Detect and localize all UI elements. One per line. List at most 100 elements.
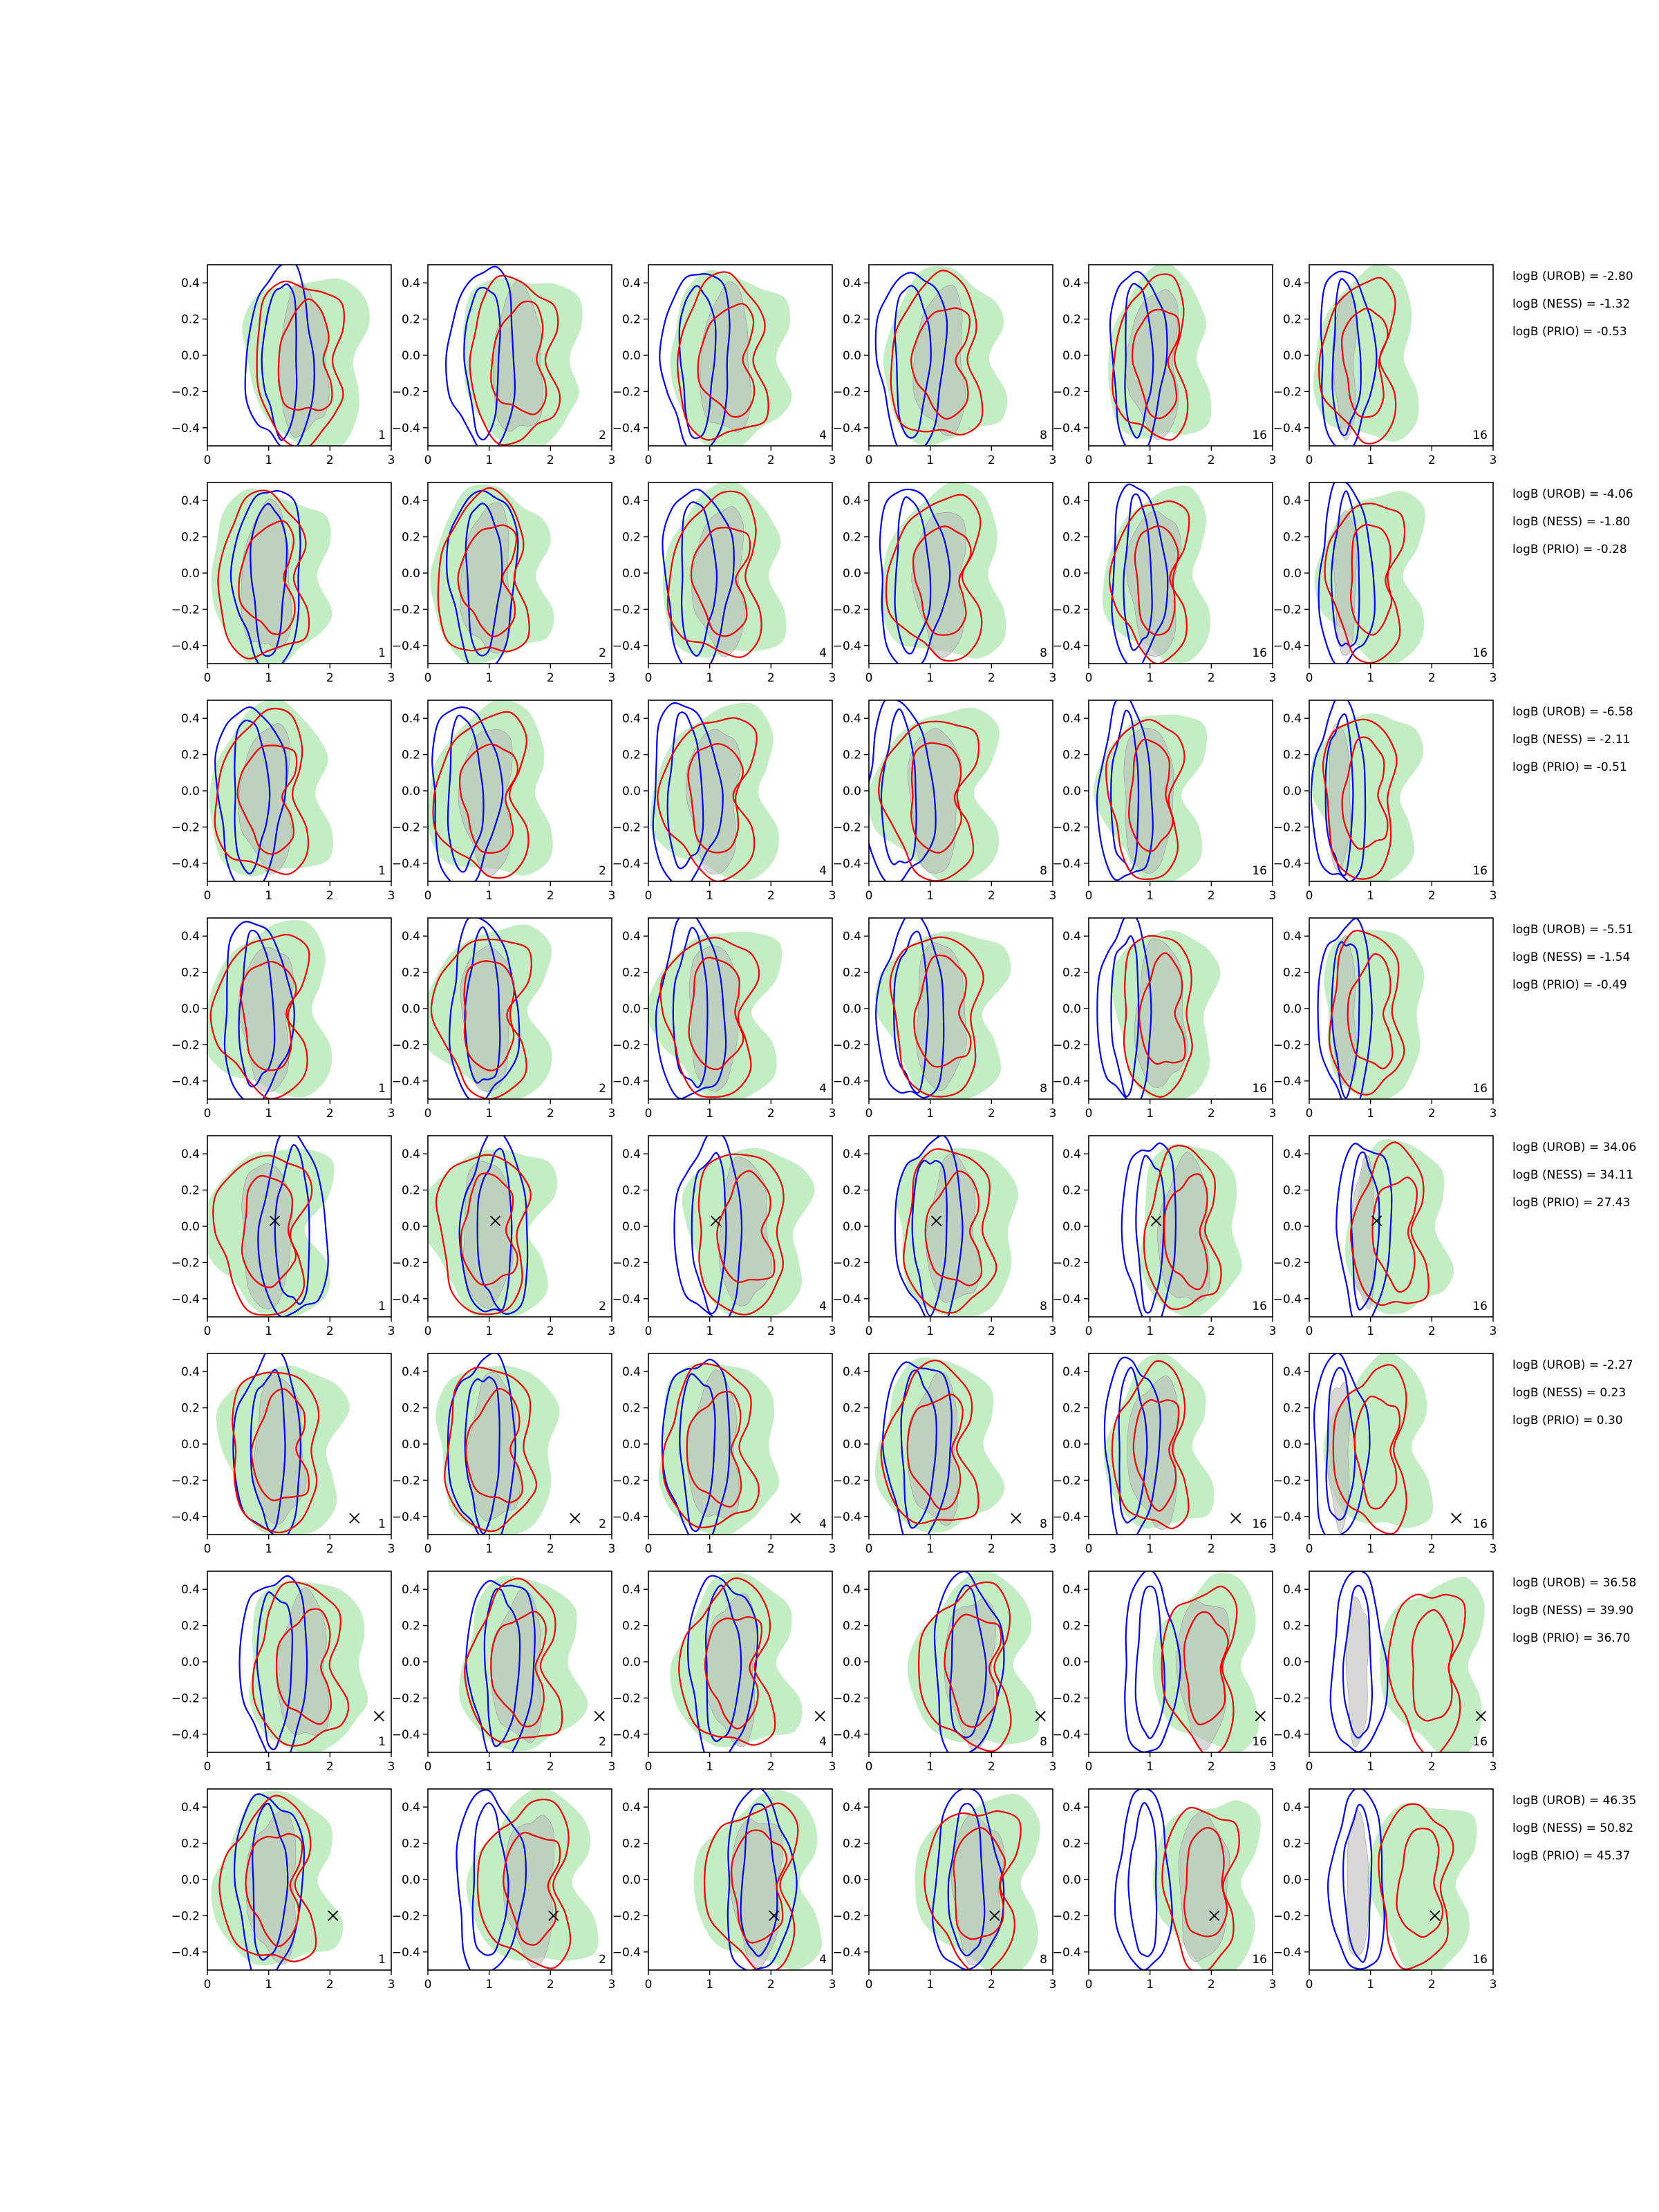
y-tick-label: 0.0	[843, 1656, 861, 1669]
y-tick-label: −0.4	[612, 1946, 641, 1960]
x-tick-label: 3	[1269, 1978, 1277, 1991]
grey-region	[458, 729, 513, 876]
y-tick-label: 0.4	[622, 276, 641, 290]
x-tick-label: 2	[767, 1542, 775, 1556]
x-tick-label: 3	[1490, 1324, 1497, 1338]
panel-label: 4	[819, 1082, 827, 1096]
panel-r2-c2: 0 1 2 30.40.20.0−0.2−0.42	[392, 482, 615, 685]
panel-r7-c6: 0 1 2 3 0.4 0.2 0.0 −0.2 −0.4 16	[1273, 1571, 1497, 1774]
y-tick-label: 0.0	[843, 349, 861, 363]
x-tick-label: 0	[1085, 1107, 1093, 1121]
x-tick-label: 3	[829, 453, 836, 467]
y-tick-label: 0.0	[1283, 1002, 1302, 1016]
y-tick-label: 0.0	[181, 1002, 200, 1016]
grey-region	[951, 1815, 1005, 1965]
panel-r6-c6: 0 1 2 3 0.4 0.2 0.0 −0.2 −0.4 16	[1273, 1353, 1497, 1556]
x-tick-label: 1	[926, 1107, 934, 1121]
x-tick-label: 2	[326, 1542, 334, 1556]
blue-contour-outer	[874, 272, 948, 446]
blue-contour-outer	[1109, 270, 1168, 446]
truth-marker	[710, 1215, 722, 1226]
panel-r7-c4: 0 1 2 3 0.4 0.2 0.0 −0.2 −0.4 8	[833, 1571, 1056, 1774]
x-tick-label: 0	[865, 453, 873, 467]
x-tick-label: 0	[204, 453, 212, 467]
x-tick-label: 2	[767, 671, 775, 685]
x-tick-label: 2	[767, 1978, 775, 1991]
red-contour-outer	[677, 271, 769, 441]
x-tick-label: 2	[988, 671, 995, 685]
y-tick-label: −0.4	[612, 639, 641, 653]
y-tick-label: −0.4	[171, 639, 200, 653]
y-tick-label: 0.0	[622, 1656, 641, 1669]
x-tick-label: 0	[1085, 671, 1093, 685]
y-tick-label: 0.0	[181, 1220, 200, 1234]
x-tick-label: 3	[608, 1760, 616, 1774]
y-tick-label: −0.2	[1273, 1474, 1302, 1488]
y-tick-label: −0.2	[833, 1691, 861, 1705]
panel-label: 16	[1472, 1517, 1488, 1531]
y-tick-label: −0.2	[392, 1909, 420, 1923]
y-tick-label: −0.2	[171, 1038, 200, 1052]
y-tick-label: −0.4	[171, 1293, 200, 1306]
red-contour-inner	[490, 300, 547, 415]
red-contour-inner	[690, 526, 751, 637]
panel-label: 8	[1040, 1735, 1047, 1749]
y-tick-label: 0.2	[1062, 1620, 1081, 1633]
x-tick-label: 3	[1490, 671, 1497, 685]
y-tick-label: 0.2	[843, 1184, 861, 1198]
panel-label: 16	[1252, 1300, 1267, 1313]
x-tick-label: 0	[865, 889, 873, 903]
blue-contour-outer	[879, 488, 951, 664]
blue-contour-inner	[1331, 278, 1362, 437]
y-tick-label: −0.4	[1273, 857, 1302, 871]
y-tick-label: 0.2	[1062, 1184, 1081, 1198]
x-tick-label: 2	[988, 1324, 995, 1338]
x-tick-label: 3	[829, 1324, 836, 1338]
blue-contour-outer	[1121, 1142, 1177, 1317]
x-tick-label: 0	[865, 671, 873, 685]
x-tick-label: 2	[988, 889, 995, 903]
y-tick-label: −0.2	[171, 1691, 200, 1705]
y-tick-label: −0.4	[392, 422, 420, 435]
panel-label: 4	[819, 429, 827, 442]
panel-label: 4	[819, 1953, 827, 1967]
x-tick-label: 0	[865, 1542, 873, 1556]
y-tick-label: −0.4	[392, 857, 420, 871]
red-contour-outer	[890, 270, 984, 436]
blue-contour-outer	[727, 1789, 798, 1970]
x-tick-label: 2	[547, 1107, 554, 1121]
y-tick-label: −0.4	[612, 1075, 641, 1089]
blue-contour-inner	[483, 1588, 521, 1747]
y-tick-label: 0.4	[843, 276, 861, 290]
x-tick-label: 1	[1367, 1324, 1374, 1338]
x-tick-label: 2	[767, 453, 775, 467]
truth-marker	[269, 1215, 281, 1226]
x-tick-label: 1	[706, 889, 713, 903]
panel-label: 2	[599, 864, 606, 878]
x-tick-label: 2	[326, 1760, 334, 1774]
x-tick-label: 1	[1146, 1324, 1154, 1338]
x-tick-label: 0	[424, 1107, 432, 1121]
x-tick-label: 2	[547, 889, 554, 903]
x-tick-label: 0	[865, 1760, 873, 1774]
x-tick-label: 2	[1208, 1107, 1215, 1121]
y-tick-label: −0.4	[833, 639, 861, 653]
panel-r8-c5: 0 1 2 3 0.4 0.2 0.0 −0.2 −0.4 16	[1053, 1788, 1277, 1991]
panel-r6-c5: 0 1 2 3 0.4 0.2 0.0 −0.2 −0.4 16	[1053, 1353, 1276, 1556]
bayes-factor-text: logB (NESS) = 50.82	[1512, 1821, 1633, 1835]
panel-r1-c1: 0 1 2 3 0.4 0.2 0.0 −0.2 −0.4 1	[171, 264, 395, 467]
y-tick-label: 0.4	[622, 1801, 641, 1815]
x-tick-label: 2	[988, 1542, 995, 1556]
x-tick-label: 0	[1085, 1760, 1093, 1774]
blue-contour-outer	[465, 1580, 536, 1752]
y-tick-label: −0.4	[1053, 1510, 1081, 1524]
x-tick-label: 1	[265, 453, 272, 467]
red-contour-inner	[1128, 738, 1174, 852]
red-contour-outer	[430, 938, 532, 1099]
panel-r3-c5: 0 1 2 3 0.4 0.2 0.0 −0.2 −0.4 16	[1053, 700, 1276, 903]
x-tick-label: 3	[1490, 1760, 1497, 1774]
grey-region	[241, 498, 292, 650]
x-tick-label: 1	[265, 1978, 272, 1991]
red-contour-inner	[697, 303, 756, 418]
red-contour-inner	[687, 743, 744, 854]
